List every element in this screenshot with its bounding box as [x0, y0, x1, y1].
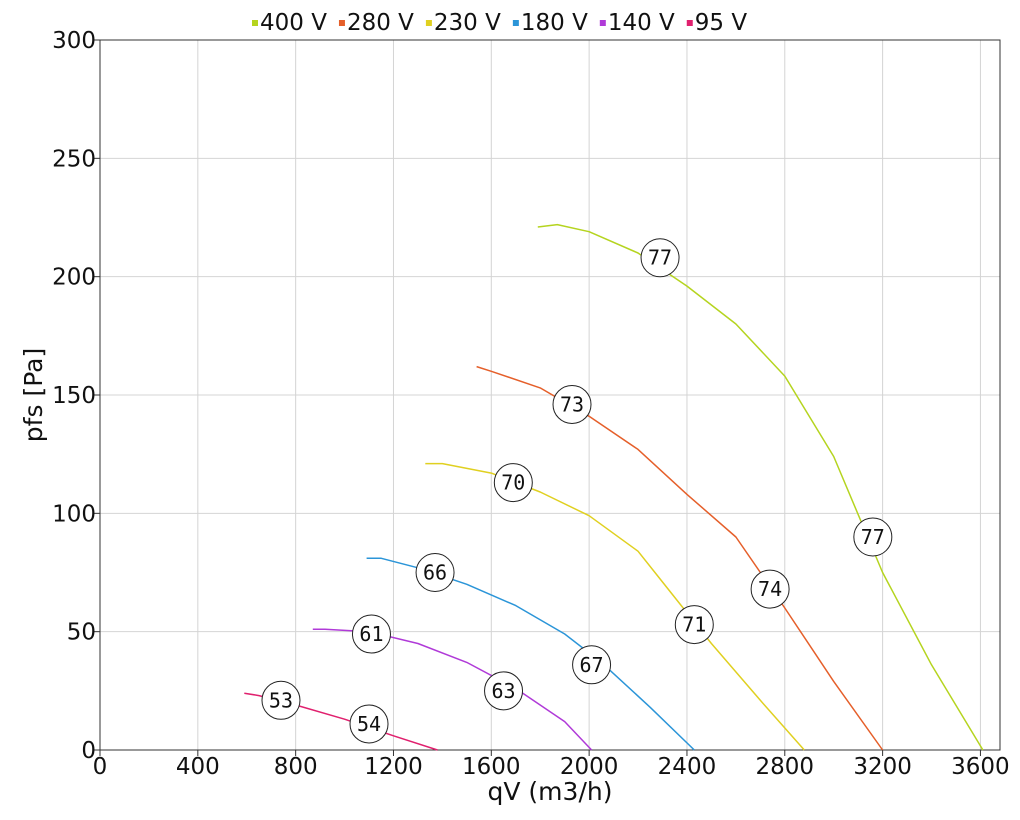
y-tick-label: 150: [52, 383, 96, 409]
marker-label: 53: [269, 688, 293, 712]
marker-circle: [750, 569, 790, 609]
curve-marker: 73: [552, 384, 592, 424]
legend-swatch: [425, 20, 432, 26]
curve-marker: 71: [674, 605, 714, 645]
curve-marker: 70: [493, 463, 533, 503]
x-tick-label: 2000: [560, 754, 619, 780]
marker-label: 77: [648, 246, 672, 270]
marker-circle: [674, 605, 714, 645]
y-axis: 0 50 100 150 200 250 300: [52, 28, 100, 764]
y-tick-label: 100: [52, 501, 96, 527]
legend-swatch: [512, 20, 519, 26]
curve-marker: 61: [351, 614, 391, 654]
marker-label: 74: [758, 577, 782, 601]
marker-circle: [415, 553, 455, 592]
marker-label: 73: [560, 392, 584, 416]
curve-markers: 77 77 73 74 70 71 66 67 61 63 53 54: [261, 238, 893, 744]
x-axis-title: qV (m3/h): [488, 777, 613, 806]
x-tick-label: 1600: [462, 754, 521, 780]
legend-label: 140 V: [608, 10, 675, 36]
series-line-4: [312, 628, 593, 751]
series-line-0: [537, 223, 984, 751]
legend-item: 95 V: [686, 10, 748, 36]
legend-swatch: [686, 20, 693, 26]
marker-circle: [261, 680, 301, 720]
x-axis: 0 400 800 1200 1600 2000 2400 2800 3200 3600: [93, 750, 1010, 780]
marker-circle: [572, 645, 612, 685]
legend-item: 280 V: [338, 10, 414, 36]
legend-swatch: [338, 20, 345, 26]
curve-marker: 53: [261, 680, 301, 720]
legend: 400 V 280 V 230 V 180 V 140 V 95 V: [252, 10, 747, 36]
marker-circle: [552, 384, 592, 424]
series-line-5: [244, 692, 438, 751]
legend-item: 180 V: [512, 10, 588, 36]
x-tick-label: 800: [274, 754, 318, 780]
y-tick-label: 200: [52, 265, 96, 291]
marker-label: 61: [359, 622, 383, 646]
marker-circle: [349, 704, 389, 744]
legend-label: 230 V: [434, 10, 501, 36]
y-axis-title: pfs [Pa]: [19, 348, 48, 442]
marker-label: 70: [501, 471, 525, 495]
x-tick-label: 2400: [658, 754, 717, 780]
y-tick-label: 50: [67, 620, 96, 646]
curve-marker: 63: [484, 671, 524, 711]
marker-circle: [351, 614, 391, 654]
legend-label: 280 V: [347, 10, 414, 36]
x-tick-label: 2800: [756, 754, 815, 780]
y-tick-label: 300: [52, 28, 96, 54]
curve-marker: 67: [572, 645, 612, 685]
marker-label: 63: [491, 679, 515, 703]
series-line-1: [476, 365, 884, 751]
y-tick-label: 0: [81, 738, 96, 764]
legend-swatch: [252, 20, 258, 26]
curve-marker: 74: [750, 569, 790, 609]
marker-circle: [853, 517, 893, 557]
curve-marker: 77: [640, 238, 680, 278]
marker-label: 71: [682, 613, 706, 637]
marker-label: 54: [357, 712, 381, 736]
y-tick-label: 250: [52, 146, 96, 172]
marker-label: 66: [423, 561, 447, 585]
series-line-3: [366, 557, 695, 751]
x-tick-label: 1200: [364, 754, 423, 780]
legend-item: 140 V: [599, 10, 675, 36]
legend-label: 95 V: [695, 10, 748, 36]
x-tick-label: 0: [93, 754, 108, 780]
marker-circle: [484, 671, 524, 711]
series-lines: [244, 223, 984, 751]
x-tick-label: 400: [176, 754, 220, 780]
legend-item: 230 V: [425, 10, 501, 36]
legend-label: 180 V: [521, 10, 588, 36]
marker-circle: [640, 238, 680, 278]
x-tick-label: 3200: [853, 754, 912, 780]
legend-item: 400 V: [252, 10, 327, 36]
grid: [99, 39, 1000, 751]
legend-label: 400 V: [260, 10, 327, 36]
marker-label: 77: [861, 525, 885, 549]
legend-swatch: [599, 20, 606, 26]
curve-marker: 54: [349, 704, 389, 744]
curve-marker: 66: [415, 553, 455, 592]
marker-circle: [493, 463, 533, 503]
curve-marker: 77: [853, 517, 893, 557]
series-line-2: [425, 462, 805, 751]
x-tick-label: 3600: [951, 754, 1010, 780]
marker-label: 67: [580, 653, 604, 677]
